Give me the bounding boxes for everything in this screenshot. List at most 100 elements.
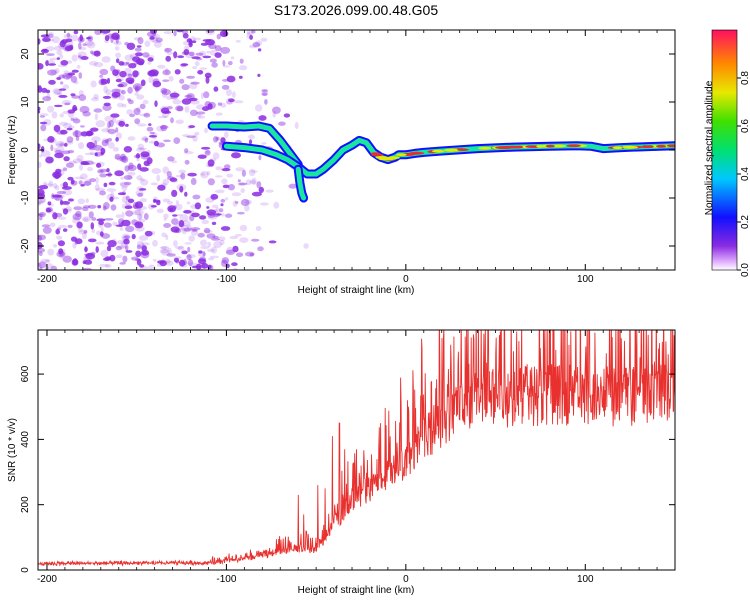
noise-blob [44,267,51,270]
noise-blob [197,232,205,238]
noise-blob [54,152,64,159]
noise-blob [186,135,196,138]
noise-blob [58,54,64,60]
noise-blob [111,32,120,40]
noise-blob [232,245,239,253]
noise-blob [111,91,121,98]
noise-blob [212,204,219,209]
noise-blob [107,240,117,248]
noise-blob [132,83,143,91]
noise-blob [98,222,104,228]
noise-blob [255,226,262,231]
noise-blob [104,35,110,42]
noise-blob [47,201,52,206]
noise-blob [264,99,268,105]
noise-blob [147,57,154,62]
noise-blob [106,168,110,173]
noise-blob [137,123,147,127]
noise-blob [256,181,262,189]
noise-blob [202,106,210,112]
noise-blob [261,89,269,93]
noise-blob [55,143,65,148]
noise-blob [106,77,111,84]
snr-series [38,330,675,567]
noise-blob [107,172,112,178]
noise-blob [175,105,184,112]
noise-blob [258,186,264,193]
noise-blob [248,134,255,140]
spectrogram-ylabel: Frequency (Hz) [7,116,18,185]
noise-blob [255,40,262,47]
noise-blob [38,214,44,218]
noise-blob [236,252,244,257]
noise-blob [38,213,44,216]
noise-blob [103,257,111,262]
noise-blob [86,141,95,149]
colorbar-tick-label: 0.6 [740,119,750,133]
noise-blob [221,84,230,90]
noise-blob [68,125,75,129]
noise-blob [54,104,63,108]
x-tick-label: -100 [216,274,236,285]
noise-blob [123,235,130,239]
noise-blob [121,211,125,219]
noise-blob [62,228,68,232]
noise-blob [221,178,228,185]
noise-blob [220,198,226,203]
noise-blob [67,224,73,229]
noise-blob [110,65,116,72]
noise-blob [132,70,139,78]
noise-blob [101,56,111,63]
noise-blob [38,185,49,190]
noise-blob [53,147,57,152]
noise-blob [38,110,41,114]
noise-blob [80,160,89,165]
noise-blob [112,69,119,76]
noise-blob [78,72,83,79]
noise-blob [149,36,155,40]
noise-blob [125,244,129,252]
noise-blob [156,125,165,132]
noise-blob [148,135,157,138]
noise-blob [273,201,280,209]
noise-blob [55,197,59,201]
noise-blob [55,228,60,235]
noise-blob [150,205,157,208]
noise-blob [163,223,172,228]
noise-blob [118,95,125,101]
noise-blob [139,113,149,117]
noise-blob [294,122,299,129]
noise-blob [201,263,205,268]
noise-blob [207,178,215,186]
noise-blob [99,168,108,173]
noise-blob [64,143,68,147]
noise-blob [210,255,219,259]
noise-blob [140,137,149,142]
noise-blob [179,78,185,84]
noise-blob [233,267,238,270]
noise-blob [38,234,43,242]
noise-blob [103,85,108,94]
noise-blob [192,66,198,70]
noise-blob [60,60,69,66]
noise-blob [156,142,165,148]
y-tick-label: 600 [20,365,31,382]
noise-blob [38,247,46,253]
noise-blob [70,180,78,186]
noise-blob [65,38,73,43]
noise-blob [61,99,72,106]
noise-blob [164,47,170,54]
noise-blob [79,105,90,114]
noise-blob [42,37,51,42]
noise-blob [116,58,120,63]
noise-blob [191,212,200,218]
noise-blob [194,131,200,136]
noise-blob [249,179,257,185]
noise-blob [157,115,168,119]
noise-blob [81,216,92,222]
noise-blob [227,61,233,66]
noise-blob [124,54,135,61]
noise-blob [127,86,133,94]
noise-blob [146,126,154,132]
noise-blob [40,146,45,153]
